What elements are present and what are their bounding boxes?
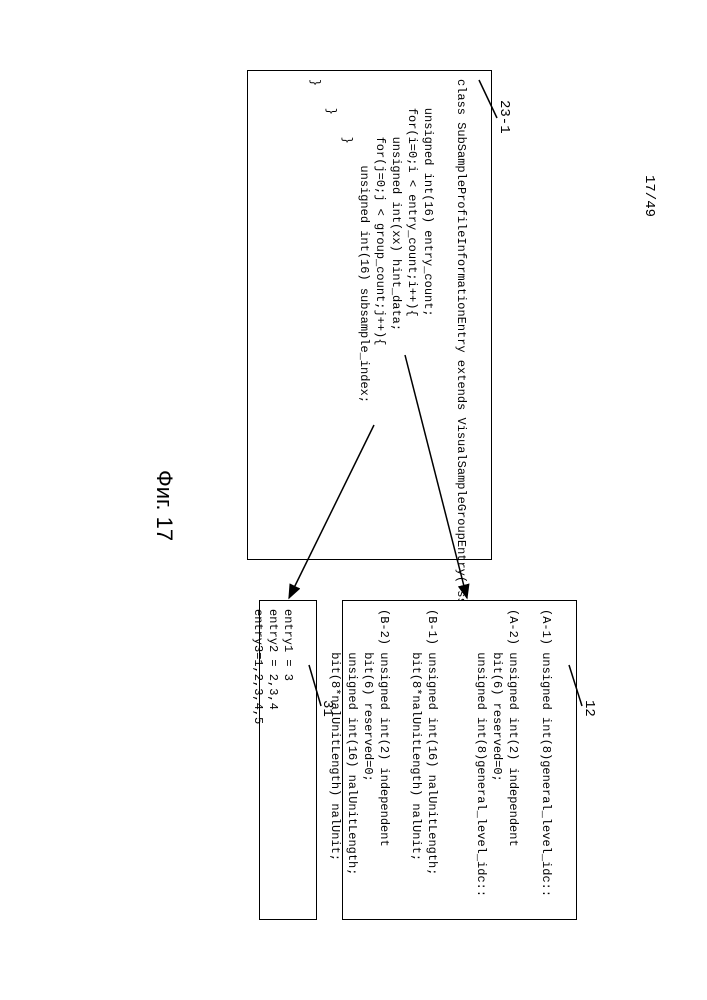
- entry-line: entry3=1,2,3,4,5: [251, 609, 265, 724]
- right-top-box-label: 12: [581, 700, 597, 717]
- code-line-subsample: unsigned int(16) subsample_index;: [357, 79, 371, 403]
- code-line: (A-2) unsigned int(2) independent: [506, 609, 520, 847]
- page: 17/49 23-1 12 31 class SubSampleProfileI…: [0, 0, 707, 1000]
- code-line: class SubSampleProfileInformationEntry e…: [454, 79, 468, 641]
- code-line: (B-1) unsigned int(16) nalUnitLength;: [426, 609, 440, 875]
- code-line: }: [308, 79, 322, 86]
- code-line: bit(8*nalUnitLength) nalUnit;: [328, 609, 342, 861]
- left-box-label: 23-1: [496, 100, 512, 134]
- right-top-code-box: (A-1) unsigned int(8)general_level_idc::…: [342, 600, 577, 920]
- entry-line: entry1 = 3: [281, 609, 295, 681]
- code-line: unsigned int(8)general_level_idc::: [474, 609, 488, 897]
- code-line: for(j=0;j < group_count;j++){: [373, 79, 387, 345]
- code-line: (B-2) unsigned int(2) independent: [377, 609, 391, 847]
- code-line: bit(6) reserved=0;: [361, 609, 375, 782]
- code-line-hint: unsigned int(xx) hint_data;: [389, 79, 403, 331]
- code-line: for(i=0;i < entry_count;i++){: [405, 79, 419, 317]
- page-number-label: 17/49: [641, 175, 657, 217]
- right-bottom-entries-box: entry1 = 3 entry2 = 2,3,4 entry3=1,2,3,4…: [259, 600, 317, 920]
- code-line: unsigned int(16) nalUnitLength;: [345, 609, 359, 875]
- code-line: (A-1) unsigned int(8)general_level_idc::: [539, 609, 553, 897]
- code-line: unsigned int(16) entry_count;: [421, 79, 435, 317]
- code-line: }: [324, 79, 338, 115]
- code-line: bit(6) reserved=0;: [490, 609, 504, 782]
- code-line: bit(8*nalUnitLength) nalUnit;: [409, 609, 423, 861]
- code-line: }: [341, 79, 355, 144]
- landscape-canvas: 17/49 23-1 12 31 class SubSampleProfileI…: [0, 0, 707, 1000]
- left-code-box: class SubSampleProfileInformationEntry e…: [247, 70, 492, 560]
- figure-caption: Фиг. 17: [151, 470, 177, 541]
- entry-line: entry2 = 2,3,4: [266, 609, 280, 710]
